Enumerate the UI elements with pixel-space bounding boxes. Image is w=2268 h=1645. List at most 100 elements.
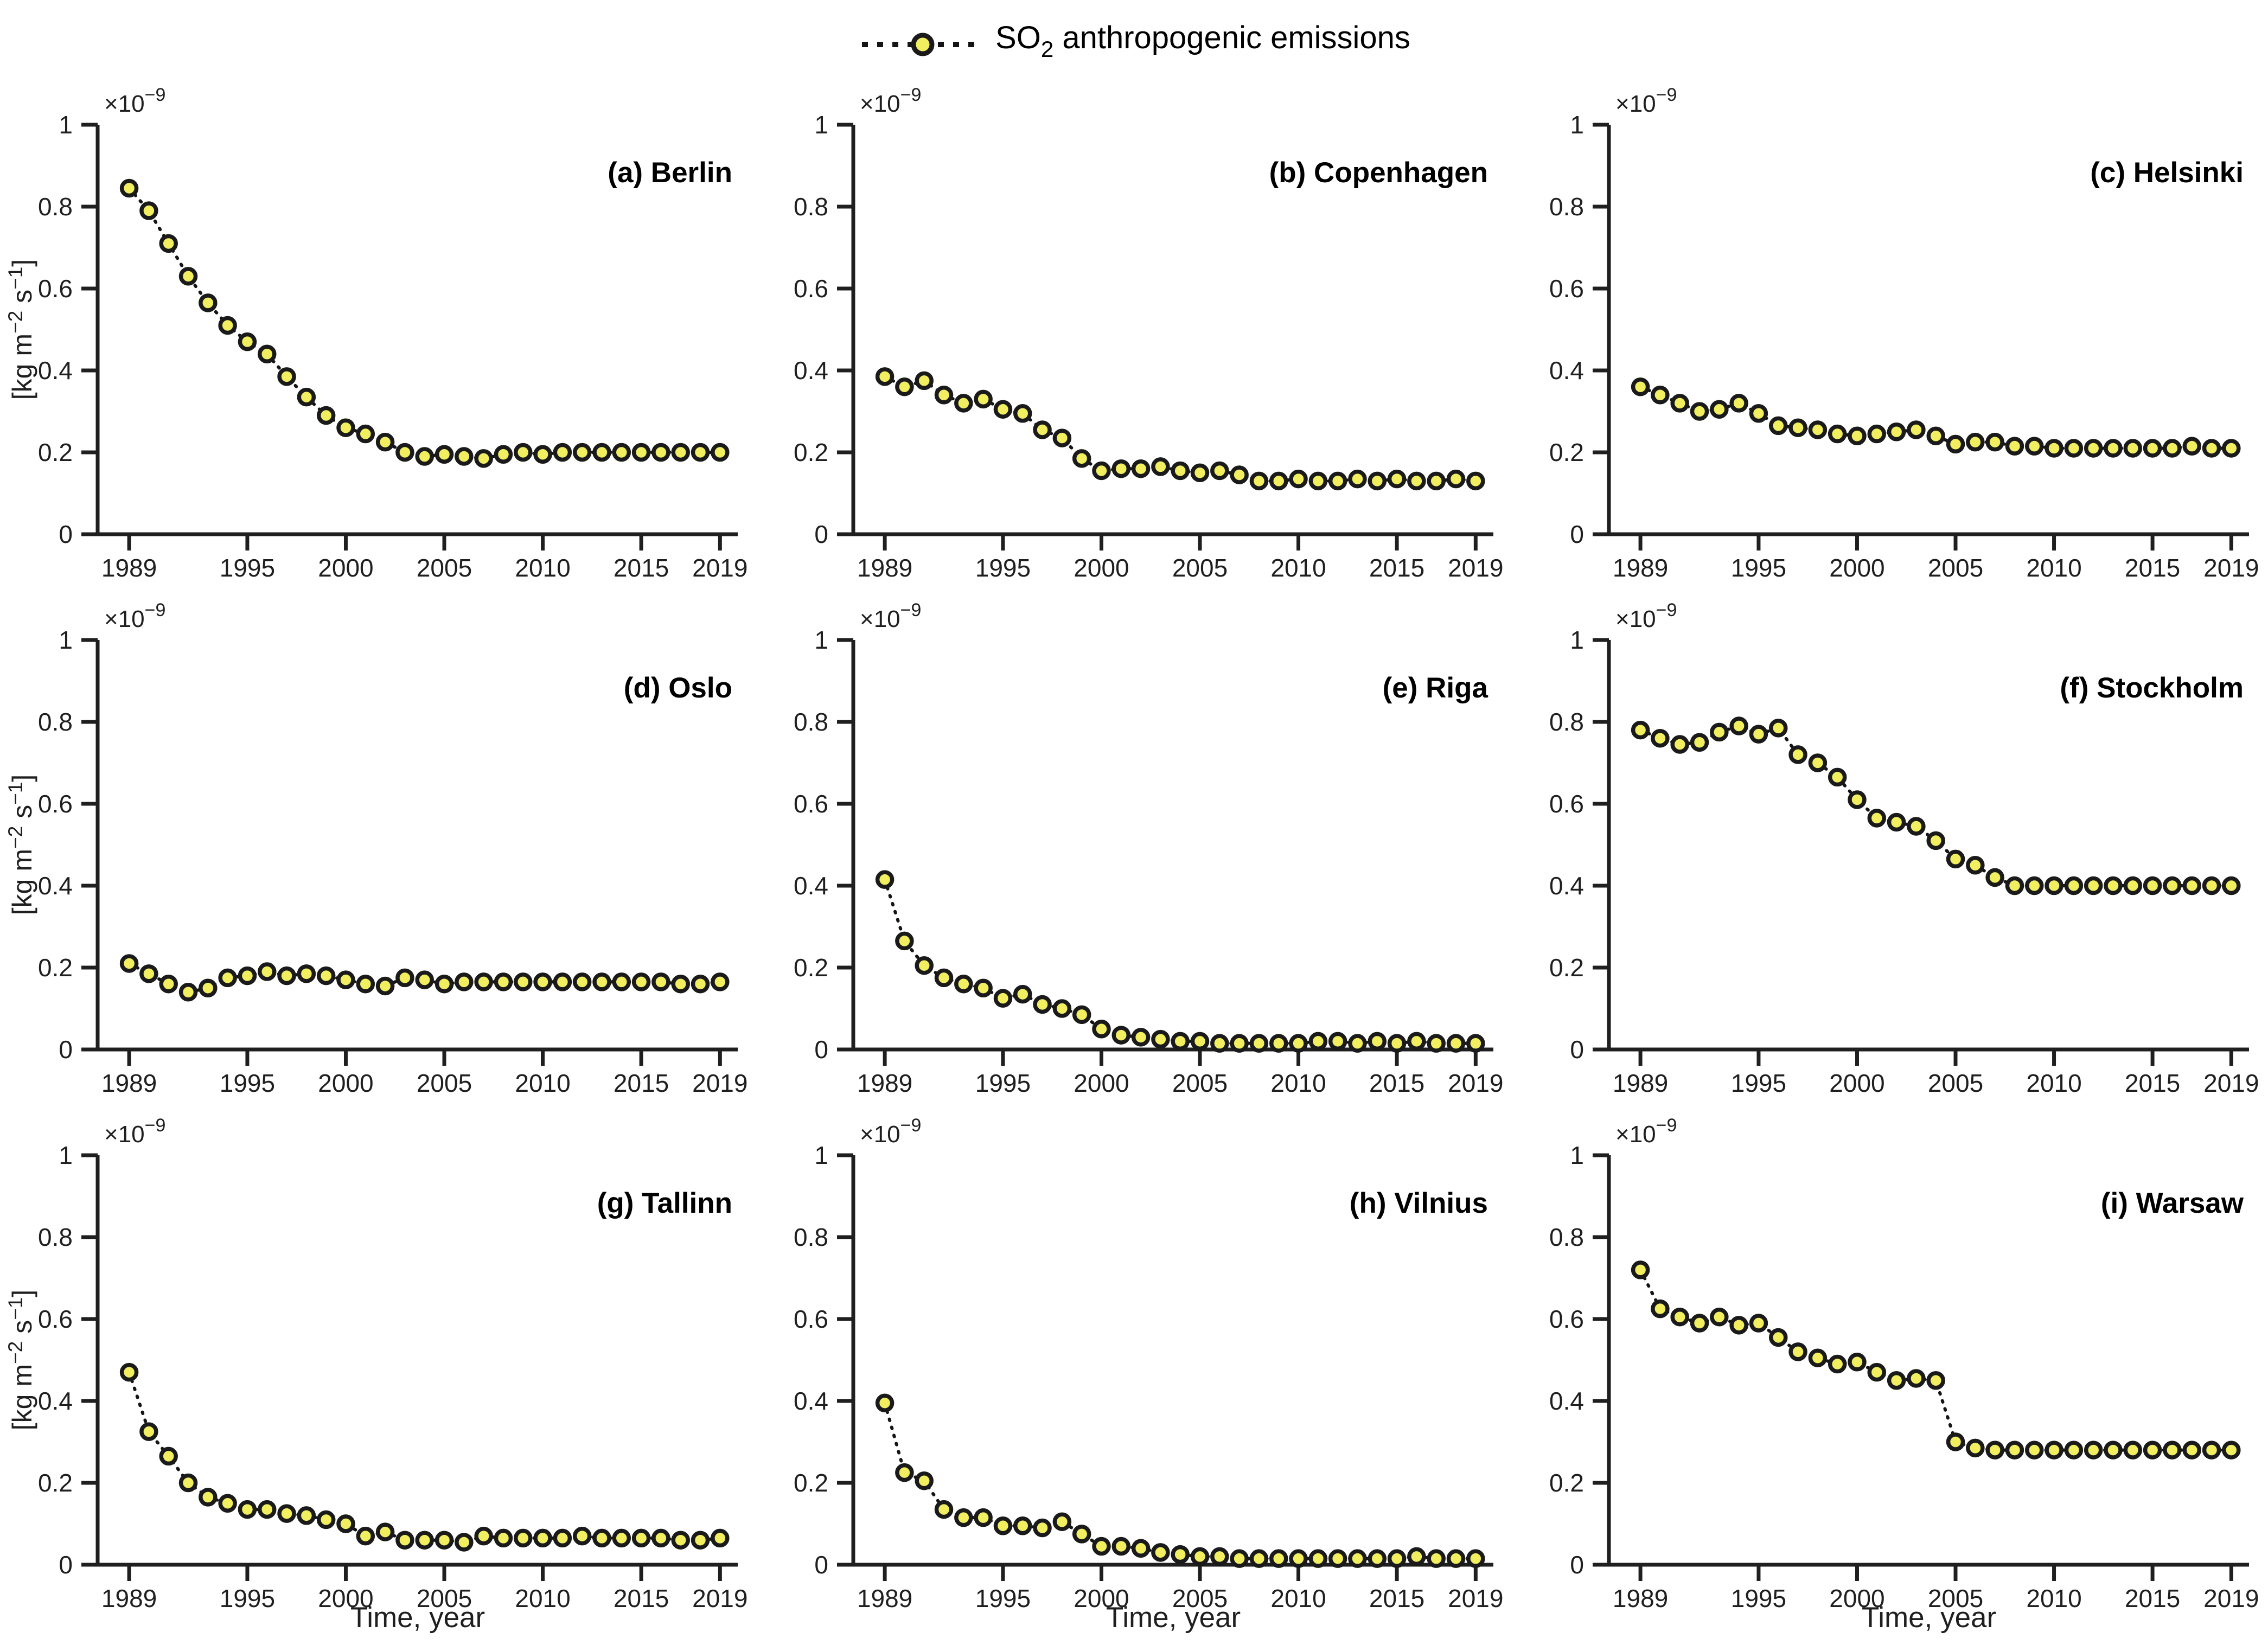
data-point-marker [954, 1508, 973, 1527]
data-point-marker [277, 1504, 296, 1523]
x-tick-label: 2019 [2203, 1584, 2259, 1612]
data-point-marker [1171, 1545, 1190, 1564]
y-tick-label: 0.6 [38, 1305, 73, 1333]
x-tick-label: 2005 [1928, 1584, 1983, 1612]
x-tick-label: 2000 [1829, 1069, 1884, 1097]
x-tick-label: 2019 [692, 554, 748, 582]
data-point-marker [1092, 1020, 1111, 1039]
data-point-marker [2064, 876, 2084, 895]
data-point-marker [1710, 400, 1729, 419]
data-point-marker [199, 1488, 218, 1507]
axes-spines [95, 125, 738, 536]
data-point-marker [1729, 1316, 1748, 1335]
y-tick-label: 0.8 [1549, 193, 1584, 221]
data-point-marker [1427, 1034, 1446, 1053]
y-axis-offset-label: ×10−9 [1615, 85, 1677, 117]
y-tick-label: 0 [814, 520, 828, 548]
data-point-marker [1966, 432, 1985, 452]
axes-spines [1607, 640, 2249, 1052]
x-tick-label: 2019 [2203, 554, 2259, 582]
data-point-marker [954, 394, 973, 413]
data-point-marker [238, 332, 257, 351]
data-point-marker [474, 1526, 493, 1546]
data-point-marker [2104, 876, 2123, 895]
x-tick-label: 2015 [1369, 1069, 1424, 1097]
y-tick-label: 0.8 [794, 708, 828, 736]
data-point-marker [1210, 1547, 1229, 1566]
y-tick-label: 0.4 [1549, 872, 1584, 900]
data-point-marker [1867, 809, 1887, 828]
legend-label-subscript: 2 [1040, 36, 1054, 62]
panel-title: (g) Tallinn [597, 1187, 732, 1219]
data-point-marker [592, 972, 611, 991]
x-tick-label: 2010 [515, 1584, 570, 1612]
data-point-marker [238, 1500, 257, 1519]
x-tick-label: 2005 [1928, 554, 1983, 582]
data-point-marker [257, 962, 277, 981]
data-point-marker [1670, 1307, 1689, 1327]
data-point-marker [631, 1528, 651, 1548]
data-point-marker [993, 1516, 1013, 1535]
data-point-marker [1887, 423, 1906, 441]
x-tick-label: 2005 [1172, 1584, 1228, 1612]
data-point-marker [533, 1528, 552, 1548]
data-point-marker [395, 443, 414, 462]
data-point-marker [336, 418, 355, 437]
data-point-marker [2202, 439, 2221, 458]
data-point-marker [1768, 416, 1788, 436]
data-point-marker [895, 1463, 914, 1482]
data-point-marker [1867, 1362, 1887, 1382]
data-point-marker [1210, 1034, 1229, 1053]
panel-title: (i) Warsaw [2101, 1187, 2244, 1219]
data-point-marker [915, 371, 934, 391]
data-point-marker [1328, 1549, 1347, 1568]
data-point-marker [1210, 461, 1229, 481]
data-point-marker [435, 974, 454, 994]
x-tick-label: 1989 [101, 1584, 157, 1612]
panel-cell-riga: ×10−9 0 0.2 0.4 0.6 0.8 1 1989 1995 2000 2005 2010 2… [756, 597, 1511, 1112]
chart-oslo: ×10−9 0 0.2 0.4 0.6 0.8 1 1989 1995 2000 2005 2010 2… [4, 600, 748, 1097]
data-point-marker [455, 1533, 474, 1552]
data-point-marker [455, 972, 474, 991]
y-tick-label: 0.6 [38, 790, 73, 818]
data-point-marker [1946, 434, 1965, 454]
data-point-marker [1466, 1549, 1485, 1568]
panel-title: (d) Oslo [624, 672, 732, 704]
data-point-marker [178, 1473, 198, 1493]
x-tick-label: 1995 [1731, 554, 1786, 582]
data-point-marker [1651, 386, 1670, 405]
data-point-marker [1249, 471, 1269, 491]
data-point-marker [1867, 424, 1887, 444]
data-point-marker [1190, 1547, 1210, 1566]
x-tick-label: 1989 [857, 1069, 912, 1097]
data-point-marker [1111, 1537, 1131, 1556]
x-tick-label: 2010 [1270, 1069, 1326, 1097]
data-point-marker [1749, 725, 1768, 744]
data-point-marker [375, 432, 395, 452]
y-tick-label: 0.2 [38, 953, 73, 982]
y-tick-label: 0.6 [1549, 790, 1584, 818]
data-point-marker [2143, 1441, 2162, 1460]
x-tick-label: 2010 [1270, 554, 1326, 582]
y-axis-offset-label: ×10−9 [1615, 600, 1677, 632]
data-point-marker [954, 974, 973, 994]
data-point-marker [277, 966, 296, 985]
data-point-marker [2123, 1441, 2143, 1460]
data-point-marker [1690, 733, 1709, 752]
y-tick-label: 0 [814, 1035, 828, 1064]
data-point-marker [1230, 1549, 1249, 1568]
x-tick-label: 1989 [101, 554, 157, 582]
data-point-marker [1466, 1034, 1485, 1053]
legend-label-prefix: SO [995, 20, 1041, 55]
data-point-marker [1848, 1353, 1867, 1372]
x-tick-label: 2000 [1074, 1584, 1129, 1612]
y-tick-label: 1 [59, 1141, 73, 1169]
data-point-marker [631, 443, 651, 462]
x-tick-label: 2019 [2203, 1069, 2259, 1097]
series-line [883, 1401, 1478, 1560]
y-tick-label: 0 [1570, 520, 1584, 548]
data-point-marker [2202, 1441, 2221, 1460]
data-point-marker [915, 956, 934, 975]
data-point-marker [2064, 439, 2084, 458]
